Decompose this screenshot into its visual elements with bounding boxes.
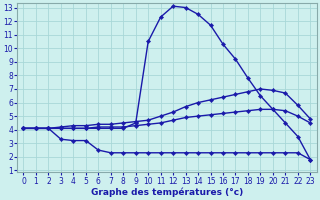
- X-axis label: Graphe des températures (°c): Graphe des températures (°c): [91, 187, 243, 197]
